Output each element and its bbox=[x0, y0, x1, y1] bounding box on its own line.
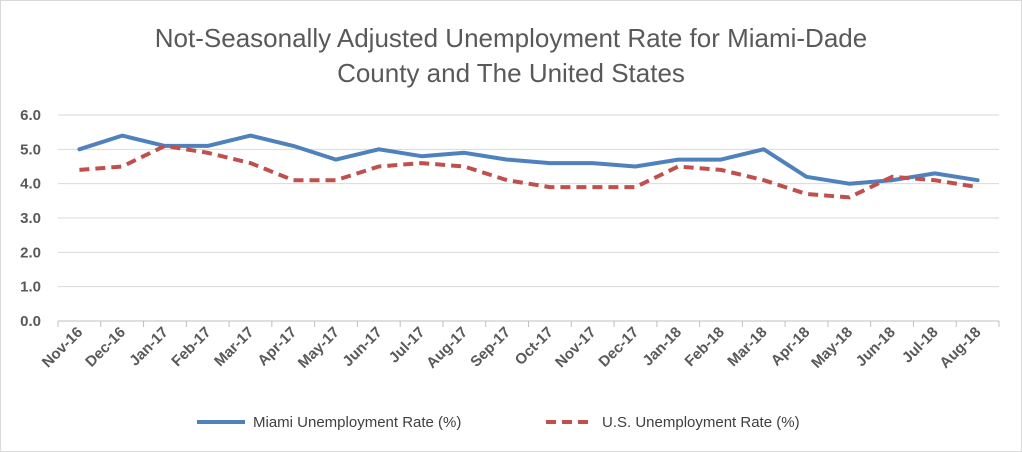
x-tick-label: Jan-17 bbox=[126, 324, 172, 370]
y-tick-label: 5.0 bbox=[20, 141, 41, 158]
x-tick-label: Nov-16 bbox=[39, 324, 86, 371]
y-axis-ticks: 0.0 1.0 2.0 3.0 4.0 5.0 6.0 bbox=[20, 107, 41, 330]
series-line-miami bbox=[77, 133, 980, 186]
y-tick-label: 0.0 bbox=[20, 313, 41, 330]
x-tick-label: Mar-18 bbox=[724, 324, 770, 370]
chart-title-line-2: County and The United States bbox=[337, 58, 685, 88]
x-tick-label: Dec-17 bbox=[595, 324, 642, 371]
x-tick-label: Jul-17 bbox=[386, 324, 429, 367]
x-tick-label: May-18 bbox=[808, 324, 856, 372]
y-tick-label: 4.0 bbox=[20, 176, 41, 193]
x-tick-label: May-17 bbox=[295, 324, 343, 372]
x-tick-label: Oct-17 bbox=[512, 324, 557, 369]
x-tick-label: Jun-17 bbox=[339, 324, 385, 370]
x-tick-label: Aug-17 bbox=[423, 324, 471, 372]
x-tick-label: Apr-17 bbox=[254, 324, 300, 370]
x-tick-label: Jul-18 bbox=[899, 324, 942, 367]
x-tick-label: Aug-18 bbox=[936, 324, 984, 372]
x-tick-label: Feb-18 bbox=[682, 324, 728, 370]
x-axis: Nov-16Dec-16Jan-17Feb-17Mar-17Apr-17May-… bbox=[39, 320, 1000, 372]
x-tick-label: Dec-16 bbox=[82, 324, 129, 371]
series-line-us bbox=[79, 143, 978, 200]
chart-title-line-1: Not-Seasonally Adjusted Unemployment Rat… bbox=[155, 23, 867, 53]
x-tick-label: Apr-18 bbox=[768, 324, 814, 370]
x-tick-label: Mar-17 bbox=[211, 324, 257, 370]
x-tick-label: Nov-17 bbox=[552, 324, 599, 371]
x-tick-label: Jun-18 bbox=[853, 324, 899, 370]
x-tick-label: Jan-18 bbox=[639, 324, 685, 370]
legend-label-us: U.S. Unemployment Rate (%) bbox=[602, 414, 800, 431]
series-lines bbox=[77, 133, 980, 200]
y-tick-label: 1.0 bbox=[20, 279, 41, 296]
gridlines bbox=[58, 114, 999, 288]
y-tick-label: 6.0 bbox=[20, 107, 41, 124]
y-tick-label: 2.0 bbox=[20, 244, 41, 261]
y-tick-label: 3.0 bbox=[20, 210, 41, 227]
x-tick-label: Sep-17 bbox=[467, 324, 514, 371]
x-tick-label: Feb-17 bbox=[168, 324, 214, 370]
legend: Miami Unemployment Rate (%) U.S. Unemploy… bbox=[197, 414, 800, 431]
legend-label-miami: Miami Unemployment Rate (%) bbox=[253, 414, 461, 431]
